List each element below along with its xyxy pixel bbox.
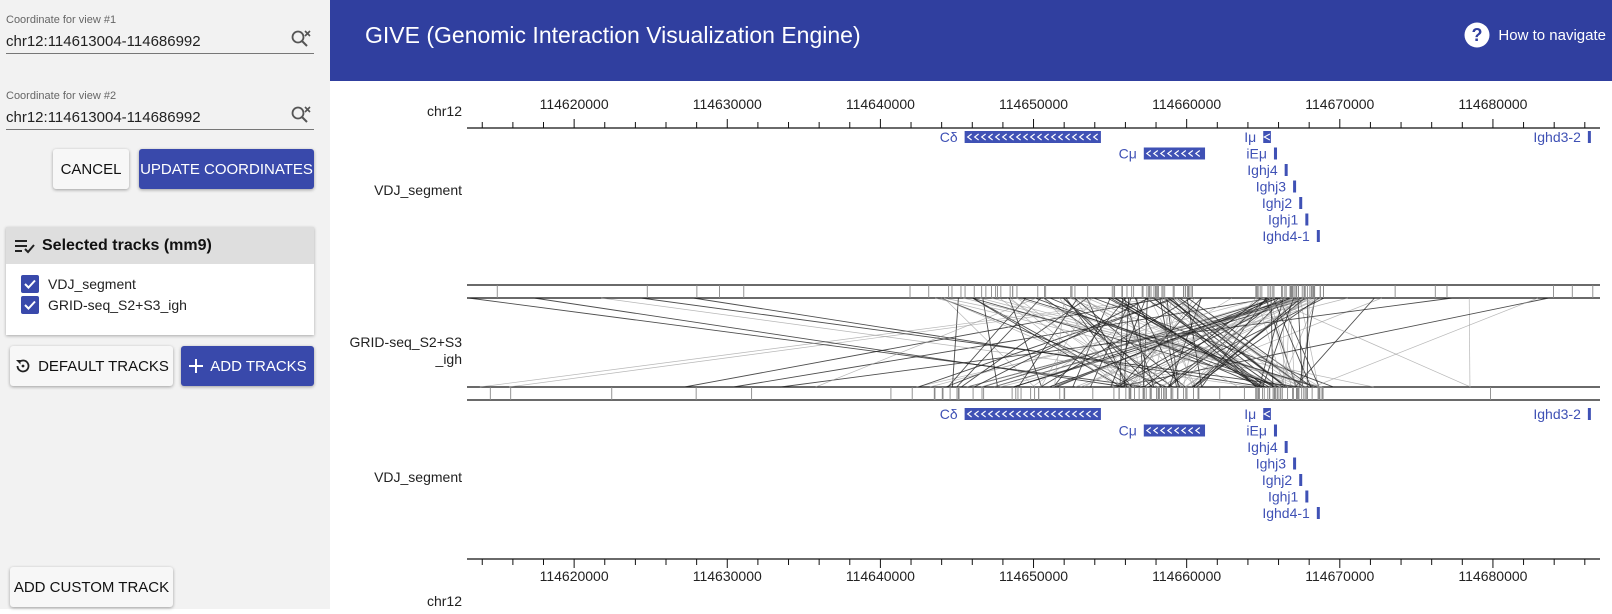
default-tracks-label: DEFAULT TRACKS — [38, 358, 169, 375]
top-ruler-tick-label: 114620000 — [540, 96, 609, 112]
interaction-track-label: GRID-seq_S2+S3 _igh — [330, 334, 462, 368]
bottom-ruler-tick-label: 114630000 — [693, 568, 762, 584]
app-header: GIVE (Genomic Interaction Visualization … — [330, 0, 1612, 81]
coordinate-view-2-label: Coordinate for view #2 — [6, 90, 314, 104]
top-ruler-tick-label: 114650000 — [999, 96, 1068, 112]
top-gene-ighd3-2[interactable] — [1588, 131, 1591, 143]
bottom-ruler-tick-label: 114660000 — [1152, 568, 1221, 584]
vdj-segment-track-label-bottom: VDJ_segment — [330, 469, 462, 485]
top-gene-label: Iμ — [1244, 129, 1256, 145]
coordinate-view-2-input[interactable] — [6, 104, 276, 128]
bottom-gene-label: Ighj4 — [1247, 439, 1278, 455]
bottom-gene-label: Cμ — [1119, 423, 1137, 439]
top-gene-ie-[interactable] — [1274, 148, 1277, 160]
genome-browser-view[interactable]: chr12 chr12 VDJ_segment GRID-seq_S2+S3 _… — [330, 81, 1612, 609]
plus-icon — [188, 358, 204, 374]
genome-tracks-svg[interactable]: 114620000 114630000 114640000 114650000 1146… — [330, 81, 1612, 609]
track-item-label: GRID-seq_S2+S3_igh — [48, 297, 187, 313]
top-gene-ighj1[interactable] — [1305, 214, 1308, 226]
track-item-grid-seq[interactable]: GRID-seq_S2+S3_igh — [6, 294, 314, 315]
top-ruler-tick-label: 114630000 — [693, 96, 762, 112]
default-tracks-button[interactable]: DEFAULT TRACKS — [10, 346, 173, 386]
bottom-ruler-tick-label: 114640000 — [846, 568, 915, 584]
bottom-gene-label: Ighd4-1 — [1262, 505, 1310, 521]
selected-tracks-card: Selected tracks (mm9) VDJ_segment GRID-s… — [6, 227, 314, 335]
bottom-ruler-tick-label: 114670000 — [1305, 568, 1374, 584]
clear-search-icon[interactable] — [290, 105, 312, 127]
bottom-gene-ighd3-2[interactable] — [1588, 408, 1591, 420]
app-title: GIVE (Genomic Interaction Visualization … — [365, 22, 861, 49]
interaction-track-label-line1: GRID-seq_S2+S3 — [330, 334, 462, 351]
top-gene-label: Cμ — [1119, 146, 1137, 162]
interaction-link — [534, 298, 1125, 387]
selected-tracks-title: Selected tracks (mm9) — [42, 237, 212, 255]
coordinate-view-1: Coordinate for view #1 — [6, 14, 314, 54]
checkbox-checked-icon[interactable] — [21, 296, 39, 314]
top-gene-label: Ighj4 — [1247, 162, 1278, 178]
top-gene-ighj2[interactable] — [1299, 197, 1302, 209]
selected-tracks-header: Selected tracks (mm9) — [6, 227, 314, 264]
how-to-navigate-label: How to navigate — [1498, 27, 1606, 44]
top-gene-label: Ighj3 — [1256, 179, 1287, 195]
top-chromosome-label: chr12 — [330, 103, 462, 119]
top-gene-label: Ighd4-1 — [1262, 228, 1310, 244]
svg-text:?: ? — [1472, 25, 1483, 45]
top-gene-label: Ighd3-2 — [1533, 129, 1581, 145]
coordinate-view-2: Coordinate for view #2 — [6, 90, 314, 130]
add-tracks-button[interactable]: ADD TRACKS — [181, 346, 314, 386]
restore-icon — [14, 357, 32, 375]
bottom-gene-ighj4[interactable] — [1285, 441, 1288, 453]
bottom-gene-label: iEμ — [1246, 423, 1267, 439]
help-circle-icon: ? — [1464, 22, 1490, 48]
vdj-segment-track-label-top: VDJ_segment — [330, 182, 462, 198]
bottom-ruler-tick-label: 114620000 — [540, 568, 609, 584]
top-gene-ighd4-1[interactable] — [1317, 230, 1320, 242]
interaction-link — [1313, 298, 1538, 387]
coordinate-view-1-input[interactable] — [6, 28, 276, 52]
bottom-gene-label: Ighj1 — [1268, 489, 1299, 505]
bottom-gene-label: Ighj2 — [1262, 472, 1293, 488]
top-gene-label: iEμ — [1246, 146, 1267, 162]
bottom-gene-label: Ighd3-2 — [1533, 406, 1581, 422]
top-ruler-tick-label: 114660000 — [1152, 96, 1221, 112]
checkbox-checked-icon[interactable] — [21, 275, 39, 293]
top-gene-label: Ighj1 — [1268, 212, 1299, 228]
how-to-navigate-button[interactable]: ? How to navigate — [1464, 22, 1606, 48]
bottom-gene-ighj1[interactable] — [1305, 491, 1308, 503]
bottom-ruler-tick-label: 114650000 — [999, 568, 1068, 584]
top-gene-ighj3[interactable] — [1293, 181, 1296, 193]
top-ruler-tick-label: 114680000 — [1458, 96, 1527, 112]
bottom-ruler-tick-label: 114680000 — [1458, 568, 1527, 584]
track-item-vdj-segment[interactable]: VDJ_segment — [6, 273, 314, 294]
bottom-gene-ighd4-1[interactable] — [1317, 507, 1320, 519]
bottom-chromosome-label: chr12 — [330, 593, 462, 609]
bottom-gene-label: Ighj3 — [1256, 456, 1287, 472]
add-tracks-label: ADD TRACKS — [210, 358, 306, 375]
coordinate-view-1-label: Coordinate for view #1 — [6, 14, 314, 28]
sidebar: Coordinate for view #1 Coordinate for vi… — [0, 0, 330, 609]
interaction-track-label-line2: _igh — [330, 351, 462, 368]
cancel-button[interactable]: CANCEL — [53, 149, 129, 189]
bottom-gene-ie-[interactable] — [1274, 425, 1277, 437]
bottom-gene-ighj3[interactable] — [1293, 458, 1296, 470]
top-ruler-tick-label: 114640000 — [846, 96, 915, 112]
bottom-gene-label: Iμ — [1244, 406, 1256, 422]
clear-search-icon[interactable] — [290, 29, 312, 51]
top-gene-label: Cδ — [940, 129, 958, 145]
top-ruler-tick-label: 114670000 — [1305, 96, 1374, 112]
add-custom-track-button[interactable]: ADD CUSTOM TRACK — [10, 567, 173, 607]
top-gene-label: Ighj2 — [1262, 195, 1293, 211]
track-item-label: VDJ_segment — [48, 276, 136, 292]
update-coordinates-button[interactable]: UPDATE COORDINATES — [139, 149, 314, 189]
top-gene-ighj4[interactable] — [1285, 164, 1288, 176]
interaction-link — [509, 298, 1173, 387]
interaction-link — [1060, 298, 1121, 387]
bottom-gene-label: Cδ — [940, 406, 958, 422]
interaction-link — [1469, 298, 1470, 387]
bottom-gene-ighj2[interactable] — [1299, 474, 1302, 486]
playlist-check-icon — [14, 237, 36, 255]
